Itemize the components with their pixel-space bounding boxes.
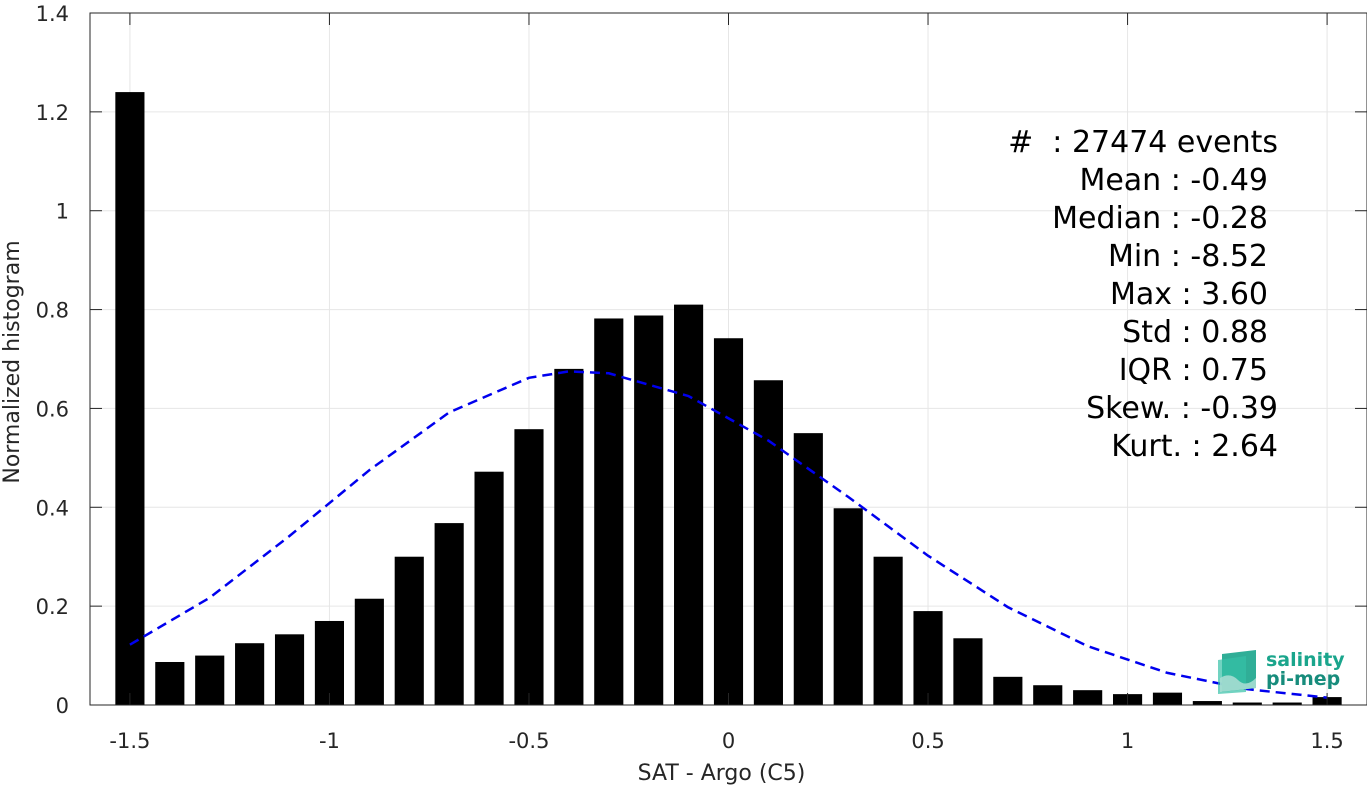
y-axis-label: Normalized histogram <box>0 240 25 483</box>
y-tick-label: 0.2 <box>36 595 69 619</box>
histogram-bar <box>235 643 265 705</box>
y-tick-labels: 0 0.2 0.4 0.6 0.8 1 1.2 1.4 <box>36 2 69 718</box>
x-tick-label: -1.5 <box>109 729 150 753</box>
histogram-bar <box>833 508 863 705</box>
y-tick-label: 1 <box>56 200 69 224</box>
stat-skew: Skew. : -0.39 <box>1086 391 1278 426</box>
histogram-bar <box>953 638 983 705</box>
histogram-bar <box>1192 701 1222 705</box>
x-tick-label: -1 <box>319 729 340 753</box>
histogram-bar <box>394 556 424 705</box>
y-tick-label: 1.4 <box>36 2 69 26</box>
x-tick-label: 0 <box>722 729 735 753</box>
x-tick-label: 0.5 <box>911 729 944 753</box>
histogram-bar <box>354 598 384 705</box>
x-tick-label: 1.5 <box>1310 729 1343 753</box>
ticks <box>90 12 1367 706</box>
histogram-bar <box>514 429 544 705</box>
stat-max: Max : 3.60 <box>1110 277 1268 312</box>
stat-count: # : 27474 events <box>1008 125 1278 160</box>
grid <box>90 12 1367 706</box>
y-tick-label: 0.8 <box>36 299 69 323</box>
logo-text-line1: salinity <box>1266 649 1345 671</box>
histogram-bar <box>753 380 783 705</box>
histogram-bar <box>913 611 943 705</box>
histogram-bar <box>1073 690 1103 705</box>
histogram-bar <box>434 523 464 705</box>
x-tick-label: 1 <box>1121 729 1134 753</box>
x-axis-label: SAT - Argo (C5) <box>638 761 806 786</box>
stat-std: Std : 0.88 <box>1122 315 1268 350</box>
wave-logo-icon <box>1218 650 1256 694</box>
histogram-bar <box>1232 702 1262 705</box>
y-tick-label: 0 <box>56 694 69 718</box>
histogram-bar <box>155 661 185 705</box>
histogram-bar <box>115 92 145 706</box>
y-tick-label: 0.4 <box>36 496 69 520</box>
histogram-bar <box>314 620 345 705</box>
x-tick-label: -0.5 <box>508 729 549 753</box>
histogram-bar <box>1152 692 1183 705</box>
fit-curve <box>129 370 1328 699</box>
y-tick-label: 0.6 <box>36 397 69 421</box>
histogram-bar <box>993 676 1023 705</box>
stat-mean: Mean : -0.49 <box>1079 163 1268 198</box>
histogram-bar <box>1033 685 1063 705</box>
y-tick-label: 1.2 <box>36 101 69 125</box>
x-tick-labels: -1.5 -1 -0.5 0 0.5 1 1.5 <box>109 729 1343 753</box>
histogram-bar <box>634 315 664 705</box>
stat-median: Median : -0.28 <box>1052 201 1268 236</box>
histogram-bar <box>713 338 744 705</box>
histogram-bar <box>873 556 903 705</box>
histogram-bar <box>195 655 225 705</box>
salinity-pimep-logo: salinity pi-mep <box>1216 645 1346 695</box>
stat-min: Min : -8.52 <box>1107 239 1268 274</box>
stat-kurt: Kurt. : 2.64 <box>1111 429 1278 464</box>
histogram-bar <box>793 433 823 705</box>
histogram-bar <box>274 634 305 705</box>
stat-iqr: IQR : 0.75 <box>1118 353 1268 388</box>
histogram-bar <box>474 471 504 705</box>
histogram-bar <box>554 368 584 705</box>
histogram-bar <box>1272 702 1302 705</box>
bars <box>115 92 1342 706</box>
logo-text-line2: pi-mep <box>1266 668 1341 690</box>
histogram-bar <box>674 304 704 705</box>
histogram-bar <box>594 318 624 705</box>
